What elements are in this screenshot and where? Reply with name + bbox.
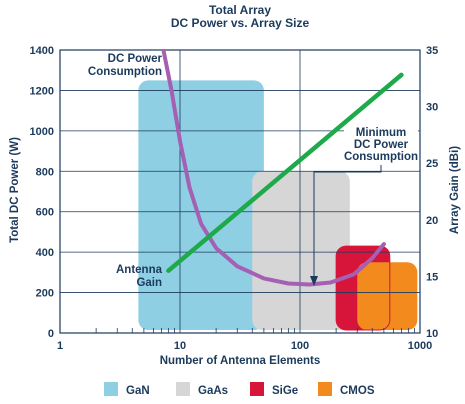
legend-swatch-sige [250, 382, 264, 396]
x-axis-label: Number of Antenna Elements [160, 355, 321, 367]
y-left-tick-label: 1200 [30, 85, 54, 97]
y-left-tick-label: 1400 [30, 45, 54, 57]
y-right-tick-label: 20 [426, 215, 438, 227]
x-tick-label: 1 [57, 340, 63, 352]
annotation-minimum-bg [344, 126, 418, 164]
y-left-tick-label: 600 [36, 207, 54, 219]
legend-swatch-gaas [176, 382, 190, 396]
x-tick-label: 1000 [408, 340, 432, 352]
x-tick-label: 10 [174, 340, 186, 352]
region-gaas [252, 171, 350, 330]
y-right-tick-label: 35 [426, 45, 438, 57]
legend-label-gan: GaN [126, 385, 150, 397]
annotation-antenna-gain: Antenna [116, 264, 163, 276]
legend: GaN GaAs SiGe CMOS [104, 382, 375, 397]
y-right-tick-label: 15 [426, 271, 438, 283]
chart-title: Total Array [209, 3, 271, 17]
legend-label-gaas: GaAs [198, 385, 228, 397]
x-tick-label: 100 [291, 340, 309, 352]
y-left-tick-label: 1000 [30, 126, 54, 138]
y-left-tick-label: 200 [36, 288, 54, 300]
annotation-minimum-dc-power: Consumption [344, 151, 418, 163]
series-dc-power-consumption [161, 50, 386, 287]
y-axis-right-label: Array Gain (dBi) [449, 146, 461, 234]
annotation-leader-line [313, 165, 382, 278]
y-left-tick-label: 400 [36, 247, 54, 259]
legend-swatch-cmos [318, 382, 332, 396]
y-right-tick-label: 30 [426, 102, 438, 114]
annotation-dc-power: Consumption [88, 66, 162, 78]
grid-lines [60, 50, 420, 333]
legend-swatch-gan [104, 382, 118, 396]
annotation-arrowhead [310, 276, 318, 286]
y-right-tick-label: 10 [426, 328, 438, 340]
y-right-tick-label: 25 [426, 158, 438, 170]
chart-subtitle: DC Power vs. Array Size [171, 16, 310, 30]
annotation-antenna-gain: Gain [136, 277, 162, 289]
annotation-minimum-dc-power: DC Power [354, 139, 409, 151]
series-group [161, 50, 404, 287]
region-cmos [357, 262, 418, 330]
y-axis-left-label: Total DC Power (W) [9, 137, 21, 243]
plot-frame [59, 49, 421, 334]
series-antenna-gain [166, 72, 404, 273]
plot-area: 1 10 100 1000 0 200 400 600 800 1000 1200 1400 10 15 2… [30, 45, 439, 352]
region-sige-outline [335, 245, 391, 331]
y-left-tick-label: 0 [48, 328, 54, 340]
annotation-minimum-dc-power: Minimum [356, 127, 406, 139]
legend-label-cmos: CMOS [340, 385, 375, 397]
annotation-dc-power: DC Power [108, 53, 163, 65]
y-left-tick-label: 800 [36, 166, 54, 178]
legend-label-sige: SiGe [272, 385, 298, 397]
